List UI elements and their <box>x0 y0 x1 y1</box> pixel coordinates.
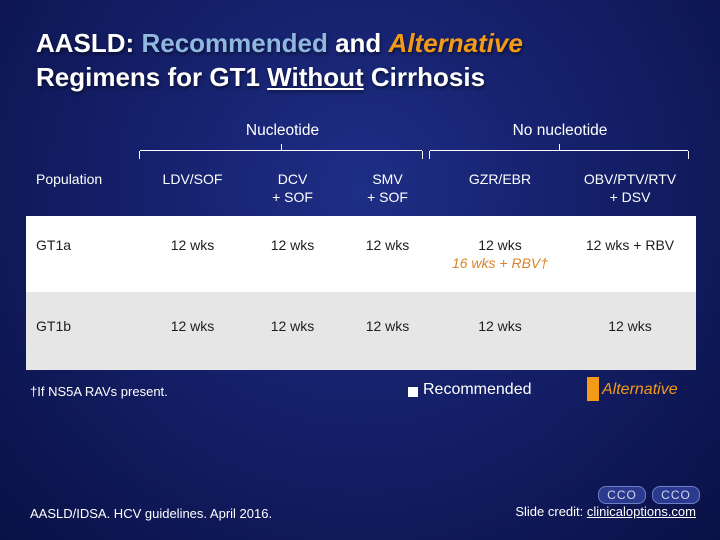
header-dcv-sof: DCV + SOF <box>245 170 340 206</box>
title-part5: Regimens for GT1 <box>36 62 260 92</box>
slide-title: AASLD: Recommended and Alternative Regim… <box>36 26 696 94</box>
smv-sof-cell: 12 wks <box>365 237 410 253</box>
recommended-swatch <box>408 387 418 397</box>
population-cell: GT1b <box>36 318 72 334</box>
smv-sof-cell: 12 wks <box>365 318 410 334</box>
credit-link[interactable]: clinicaloptions.com <box>586 504 696 519</box>
cco-logo: CCO <box>598 486 646 504</box>
bracket-tick <box>559 144 560 151</box>
group-label-nucleotide: Nucleotide <box>245 122 320 139</box>
header-obv: OBV/PTV/RTV + DSV <box>570 170 690 206</box>
ldv-sof-cell: 12 wks <box>170 237 215 253</box>
bracket-tick <box>281 144 282 151</box>
bracket-no-nucleotide <box>429 144 689 159</box>
header-dcv-line2: + SOF <box>272 189 313 205</box>
header-gzr-ebr: GZR/EBR <box>468 171 532 187</box>
gzr-ebr-cell: 12 wks <box>478 318 522 334</box>
legend-recommended: Recommended <box>423 381 532 398</box>
obv-cell: 12 wks + RBV <box>585 237 675 253</box>
legend-alternative: Alternative <box>602 381 678 398</box>
table-row: GT1b 12 wks 12 wks 12 wks 12 wks 12 wks <box>26 292 696 370</box>
citation: AASLD/IDSA. HCV guidelines. April 2016. <box>30 506 273 521</box>
header-obv-line1: OBV/PTV/RTV <box>583 171 677 187</box>
gzr-ebr-cell: 12 wks 16 wks + RBV† <box>440 236 560 272</box>
header-dcv-line1: DCV <box>277 171 308 187</box>
header-smv-line1: SMV <box>372 171 403 187</box>
title-part6: Without <box>267 62 364 92</box>
footnote: †If NS5A RAVs present. <box>30 384 168 399</box>
header-ldv-sof: LDV/SOF <box>162 171 223 187</box>
gzr-ebr-recommended: 12 wks <box>478 237 522 253</box>
population-cell: GT1a <box>36 237 72 253</box>
header-population: Population <box>36 171 103 187</box>
table-row: GT1a 12 wks 12 wks 12 wks 12 wks 16 wks … <box>26 216 696 292</box>
header-smv-sof: SMV + SOF <box>340 170 435 206</box>
gzr-ebr-alternative: 16 wks + RBV† <box>451 255 549 271</box>
title-part3: and <box>335 28 382 58</box>
title-part4: Alternative <box>388 28 523 58</box>
dcv-sof-cell: 12 wks <box>270 237 315 253</box>
group-label-no-nucleotide: No nucleotide <box>512 122 608 139</box>
title-part7: Cirrhosis <box>370 62 486 92</box>
slide-credit: Slide credit: clinicaloptions.com <box>515 504 696 519</box>
alternative-swatch <box>587 377 599 401</box>
obv-cell: 12 wks <box>608 318 652 334</box>
header-smv-line2: + SOF <box>367 189 408 205</box>
bracket-nucleotide <box>139 144 423 159</box>
title-part1: AASLD: <box>36 28 135 58</box>
header-obv-line2: + DSV <box>609 189 651 205</box>
ldv-sof-cell: 12 wks <box>170 318 215 334</box>
cco-logo: CCO <box>652 486 700 504</box>
title-part2: Recommended <box>141 28 328 58</box>
dcv-sof-cell: 12 wks <box>270 318 315 334</box>
credit-prefix: Slide credit: <box>515 504 584 519</box>
